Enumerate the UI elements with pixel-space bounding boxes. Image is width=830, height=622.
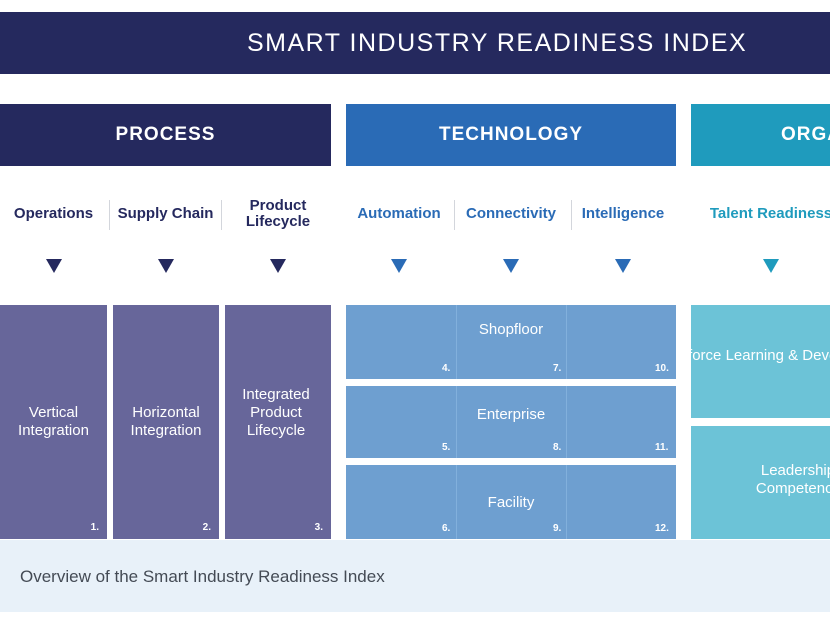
- technology-cell-number: 6.: [442, 523, 451, 534]
- process-block-number: 2.: [202, 522, 211, 533]
- organization-block-workforce-learning: Workforce Learning & Development: [691, 305, 830, 418]
- dimension-talent-readiness: Talent Readiness: [709, 205, 830, 222]
- technology-row-facility: Facility 6. 9. 12.: [346, 465, 676, 539]
- down-arrow-icon: [158, 259, 174, 273]
- technology-cell-number: 7.: [553, 363, 562, 374]
- dimension-separator: [571, 200, 572, 230]
- dimension-separator: [221, 200, 222, 230]
- technology-cell-number: 8.: [553, 442, 562, 453]
- technology-column-divider: [566, 465, 567, 539]
- technology-column-divider: [566, 305, 567, 379]
- process-block-label: Horizontal Integration: [130, 404, 202, 439]
- process-block-horizontal-integration: Horizontal Integration 2.: [113, 305, 219, 539]
- pillar-organization-label: ORGA: [781, 124, 830, 145]
- dimension-supply-chain: Supply Chain: [117, 205, 214, 222]
- dimension-product-lifecycle: Product Lifecycle: [245, 197, 311, 230]
- technology-cell-number: 5.: [442, 442, 451, 453]
- process-block-label: Integrated Product Lifecycle: [242, 386, 310, 439]
- technology-cell-number: 4.: [442, 363, 451, 374]
- figure-caption-bar: Overview of the Smart Industry Readiness…: [0, 540, 830, 612]
- technology-row-label: Enterprise: [476, 405, 546, 423]
- technology-column-divider: [456, 465, 457, 539]
- process-block-integrated-product-lifecycle: Integrated Product Lifecycle 3.: [225, 305, 331, 539]
- down-arrow-icon: [270, 259, 286, 273]
- organization-block-label: Workforce Learning & Development: [691, 346, 830, 364]
- down-arrow-icon: [503, 259, 519, 273]
- process-block-number: 3.: [314, 522, 323, 533]
- down-arrow-icon: [615, 259, 631, 273]
- down-arrow-icon: [46, 259, 62, 273]
- dimension-separator: [454, 200, 455, 230]
- technology-row-label: Facility: [487, 493, 535, 511]
- down-arrow-icon: [391, 259, 407, 273]
- technology-cell-number: 11.: [655, 442, 669, 453]
- pillar-process-header: PROCESS: [0, 104, 331, 166]
- pillar-technology-header: TECHNOLOGY: [346, 104, 676, 166]
- technology-row-enterprise: Enterprise 5. 8. 11.: [346, 386, 676, 458]
- technology-row-shopfloor: Shopfloor 4. 7. 10.: [346, 305, 676, 379]
- dimension-automation: Automation: [357, 205, 441, 222]
- technology-cell-number: 10.: [655, 363, 669, 374]
- pillar-organization-header: ORGA: [691, 104, 830, 166]
- process-block-label: Vertical Integration: [18, 404, 89, 439]
- page-title: SMART INDUSTRY READINESS INDEX: [247, 29, 748, 57]
- process-block-number: 1.: [90, 522, 99, 533]
- dimension-intelligence: Intelligence: [581, 205, 665, 222]
- technology-column-divider: [566, 386, 567, 458]
- process-block-vertical-integration: Vertical Integration 1.: [0, 305, 107, 539]
- organization-block-label: Leadership Competency: [755, 461, 830, 497]
- dimension-separator: [109, 200, 110, 230]
- down-arrow-icon: [763, 259, 779, 273]
- figure-caption: Overview of the Smart Industry Readiness…: [20, 567, 385, 586]
- title-banner: SMART INDUSTRY READINESS INDEX: [0, 12, 830, 74]
- technology-column-divider: [456, 305, 457, 379]
- technology-cell-number: 9.: [553, 523, 562, 534]
- technology-column-divider: [456, 386, 457, 458]
- technology-row-label: Shopfloor: [478, 320, 544, 338]
- dimension-connectivity: Connectivity: [465, 205, 556, 222]
- technology-cell-number: 12.: [655, 523, 669, 534]
- dimension-operations: Operations: [13, 205, 94, 222]
- organization-block-leadership-competency: Leadership Competency: [691, 426, 830, 539]
